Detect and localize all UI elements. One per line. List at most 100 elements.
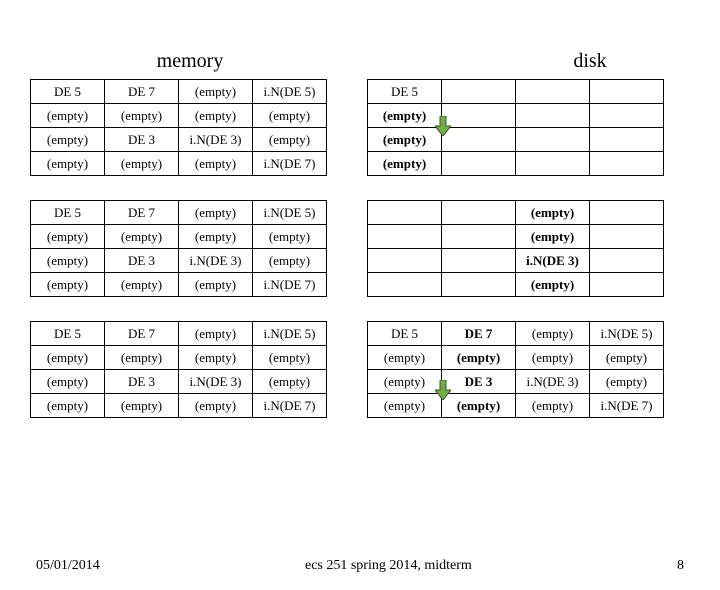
cell bbox=[368, 225, 442, 249]
arrow-disk1 bbox=[435, 116, 451, 136]
cell: DE 7 bbox=[105, 201, 179, 225]
footer-date: 05/01/2014 bbox=[36, 558, 100, 574]
arrow-disk3 bbox=[435, 380, 451, 400]
cell: DE 3 bbox=[442, 370, 516, 394]
memory-table-1: DE 5 DE 7 (empty) i.N(DE 5) (empty) (emp… bbox=[30, 79, 327, 176]
cell bbox=[368, 249, 442, 273]
cell: (empty) bbox=[179, 322, 253, 346]
cell bbox=[442, 104, 516, 128]
cell bbox=[516, 152, 590, 176]
memory-heading: memory bbox=[140, 50, 240, 73]
disk-table-3: DE 5 DE 7 (empty) i.N(DE 5) (empty) (emp… bbox=[367, 321, 664, 418]
cell bbox=[590, 249, 664, 273]
cell bbox=[442, 273, 516, 297]
cell: (empty) bbox=[179, 225, 253, 249]
cell: (empty) bbox=[368, 394, 442, 418]
cell: DE 5 bbox=[31, 201, 105, 225]
footer-title: ecs 251 spring 2014, midterm bbox=[100, 558, 677, 574]
cell: DE 3 bbox=[105, 370, 179, 394]
cell: (empty) bbox=[516, 225, 590, 249]
cell: (empty) bbox=[31, 346, 105, 370]
cell bbox=[516, 128, 590, 152]
cell bbox=[590, 201, 664, 225]
cell: (empty) bbox=[105, 104, 179, 128]
cell: DE 5 bbox=[31, 322, 105, 346]
cell: (empty) bbox=[516, 273, 590, 297]
cell: i.N(DE 7) bbox=[590, 394, 664, 418]
cell: (empty) bbox=[179, 273, 253, 297]
cell: DE 7 bbox=[442, 322, 516, 346]
cell: (empty) bbox=[590, 370, 664, 394]
cell: (empty) bbox=[253, 346, 327, 370]
cell bbox=[442, 201, 516, 225]
cell bbox=[590, 152, 664, 176]
cell: i.N(DE 7) bbox=[253, 273, 327, 297]
cell: (empty) bbox=[179, 80, 253, 104]
disk-table-1: DE 5 (empty) (empty) (empty) bbox=[367, 79, 664, 176]
cell: (empty) bbox=[179, 201, 253, 225]
cell: (empty) bbox=[105, 225, 179, 249]
cell bbox=[590, 128, 664, 152]
cell bbox=[368, 273, 442, 297]
cell bbox=[590, 104, 664, 128]
cell: (empty) bbox=[105, 394, 179, 418]
cell: i.N(DE 3) bbox=[179, 249, 253, 273]
cell: (empty) bbox=[31, 370, 105, 394]
cell bbox=[368, 201, 442, 225]
cell: (empty) bbox=[31, 128, 105, 152]
cell: i.N(DE 3) bbox=[516, 370, 590, 394]
cell bbox=[516, 104, 590, 128]
footer: 05/01/2014 ecs 251 spring 2014, midterm … bbox=[0, 558, 720, 574]
cell: (empty) bbox=[31, 249, 105, 273]
cell bbox=[442, 128, 516, 152]
cell: DE 3 bbox=[105, 128, 179, 152]
cell: (empty) bbox=[516, 346, 590, 370]
cell: (empty) bbox=[31, 394, 105, 418]
cell: (empty) bbox=[179, 394, 253, 418]
cell: (empty) bbox=[368, 346, 442, 370]
cell: (empty) bbox=[368, 104, 442, 128]
cell: (empty) bbox=[31, 152, 105, 176]
memory-table-2: DE 5 DE 7 (empty) i.N(DE 5) (empty) (emp… bbox=[30, 200, 327, 297]
cell: (empty) bbox=[31, 225, 105, 249]
cell: i.N(DE 7) bbox=[253, 394, 327, 418]
cell: i.N(DE 5) bbox=[253, 80, 327, 104]
cell: (empty) bbox=[253, 249, 327, 273]
cell: DE 5 bbox=[368, 80, 442, 104]
cell bbox=[590, 80, 664, 104]
cell: DE 7 bbox=[105, 322, 179, 346]
cell: (empty) bbox=[253, 104, 327, 128]
cell bbox=[590, 225, 664, 249]
cell: i.N(DE 3) bbox=[179, 370, 253, 394]
cell: DE 7 bbox=[105, 80, 179, 104]
cell bbox=[442, 225, 516, 249]
cell: (empty) bbox=[590, 346, 664, 370]
cell: i.N(DE 3) bbox=[179, 128, 253, 152]
cell: (empty) bbox=[516, 201, 590, 225]
cell: (empty) bbox=[368, 370, 442, 394]
disk-table-2: (empty) (empty) i.N(DE 3) (empty) bbox=[367, 200, 664, 297]
cell: i.N(DE 5) bbox=[253, 201, 327, 225]
cell: DE 3 bbox=[105, 249, 179, 273]
cell: (empty) bbox=[516, 322, 590, 346]
cell: (empty) bbox=[442, 346, 516, 370]
cell bbox=[442, 80, 516, 104]
cell: (empty) bbox=[516, 394, 590, 418]
disk-heading: disk bbox=[560, 50, 620, 73]
cell: (empty) bbox=[31, 273, 105, 297]
cell: (empty) bbox=[31, 104, 105, 128]
cell: i.N(DE 3) bbox=[516, 249, 590, 273]
cell: (empty) bbox=[179, 346, 253, 370]
cell: i.N(DE 7) bbox=[253, 152, 327, 176]
cell: (empty) bbox=[442, 394, 516, 418]
cell: DE 5 bbox=[31, 80, 105, 104]
memory-table-3: DE 5 DE 7 (empty) i.N(DE 5) (empty) (emp… bbox=[30, 321, 327, 418]
cell: (empty) bbox=[253, 128, 327, 152]
cell bbox=[442, 249, 516, 273]
cell: (empty) bbox=[179, 104, 253, 128]
cell bbox=[590, 273, 664, 297]
cell: (empty) bbox=[179, 152, 253, 176]
cell: (empty) bbox=[105, 273, 179, 297]
cell: (empty) bbox=[253, 225, 327, 249]
cell: (empty) bbox=[368, 152, 442, 176]
